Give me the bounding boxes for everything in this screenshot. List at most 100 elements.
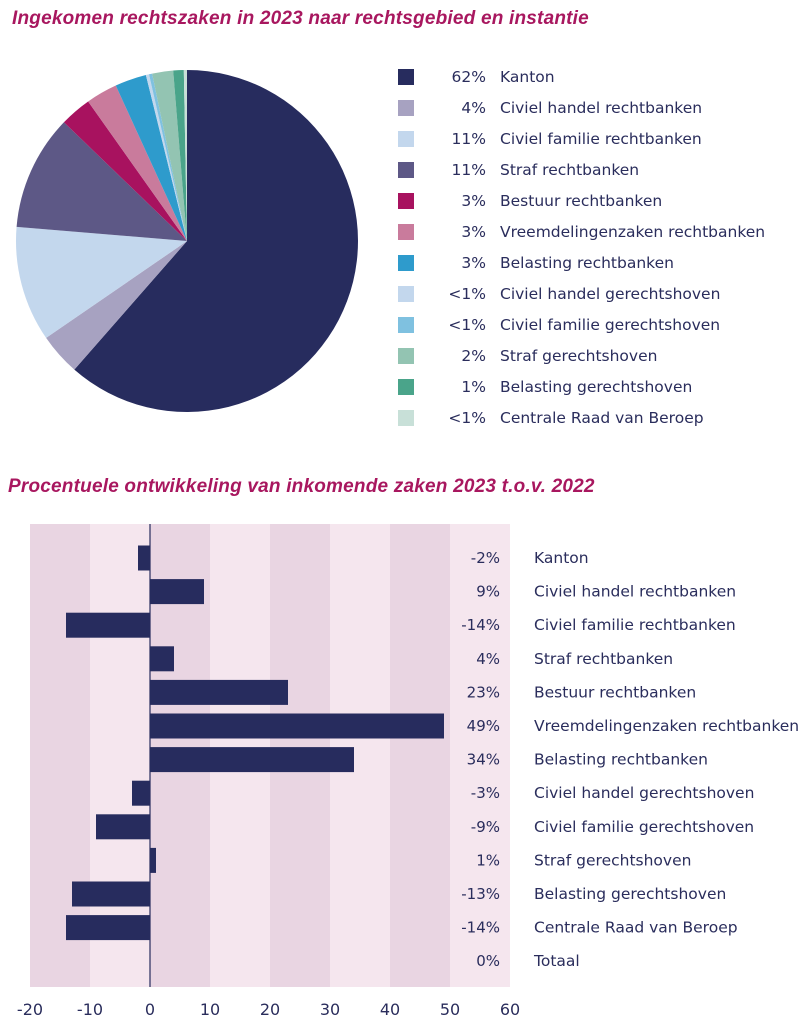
legend-swatch <box>398 316 414 333</box>
legend-swatch <box>398 409 414 426</box>
legend-label: Vreemdelingenzaken rechtbanken <box>500 222 766 241</box>
legend-swatch <box>398 68 414 85</box>
pie-slice <box>63 101 187 241</box>
legend-percentage: 3% <box>461 191 486 210</box>
legend-percentage: 62% <box>451 67 486 86</box>
legend-percentage: <1% <box>448 315 486 334</box>
category-label: Belasting gerechtshoven <box>534 885 726 903</box>
legend-label: Bestuur rechtbanken <box>500 191 663 210</box>
legend-item: 3% Bestuur rechtbanken <box>398 185 662 216</box>
legend-percentage: 3% <box>461 253 486 272</box>
legend-item: 3% Belasting rechtbanken <box>398 247 674 278</box>
category-label: Civiel handel rechtbanken <box>534 583 736 601</box>
bar-value-label: -2% <box>471 549 500 567</box>
pie-slice <box>173 70 187 241</box>
legend-item: <1% Centrale Raad van Beroep <box>398 402 704 433</box>
pie-slice <box>88 85 187 241</box>
bar <box>96 814 150 840</box>
legend-label: Civiel handel rechtbanken <box>500 98 703 117</box>
bar-value-label: -9% <box>471 818 500 836</box>
legend-percentage: 11% <box>451 160 486 179</box>
legend-percentage: 2% <box>461 346 486 365</box>
legend-item: 1% Belasting gerechtshoven <box>398 371 692 402</box>
pie-slice <box>115 75 187 242</box>
bar-value-label: -13% <box>461 885 500 903</box>
pie-slice <box>145 74 187 241</box>
pie-slice <box>183 70 187 241</box>
legend-label: Civiel handel gerechtshoven <box>500 284 721 303</box>
legend-item: 62% Kanton <box>398 61 555 92</box>
bar-value-label: 9% <box>476 583 500 601</box>
legend-label: Centrale Raad van Beroep <box>500 408 704 427</box>
pie-chart-title: Ingekomen rechtszaken in 2023 naar recht… <box>12 8 589 29</box>
bar-value-label: 23% <box>467 683 500 701</box>
x-tick-label: 60 <box>500 1000 520 1019</box>
legend-swatch <box>398 223 414 240</box>
legend-percentage: 11% <box>451 129 486 148</box>
x-tick-label: 30 <box>320 1000 340 1019</box>
legend-percentage: 4% <box>461 98 486 117</box>
category-label: Straf rechtbanken <box>534 650 673 668</box>
bar-chart-title: Procentuele ontwikkeling van inkomende z… <box>8 476 595 497</box>
legend-label: Belasting rechtbanken <box>500 253 674 272</box>
legend-swatch <box>398 285 414 302</box>
bar-value-label: 1% <box>476 851 500 869</box>
legend-swatch <box>398 130 414 147</box>
legend-label: Civiel familie gerechtshoven <box>500 315 721 334</box>
pie-slice <box>152 70 187 242</box>
legend-item: <1% Civiel handel gerechtshoven <box>398 278 720 309</box>
category-label: Civiel familie gerechtshoven <box>534 818 754 836</box>
category-label: Centrale Raad van Beroep <box>534 919 738 937</box>
legend-item: 11% Straf rechtbanken <box>398 154 639 185</box>
bar <box>138 545 150 571</box>
bar <box>150 847 156 873</box>
x-tick-label: 20 <box>260 1000 280 1019</box>
bar <box>150 646 174 672</box>
category-label: Vreemdelingenzaken rechtbanken <box>534 717 799 735</box>
legend-item: 2% Straf gerechtshoven <box>398 340 657 371</box>
bar <box>132 780 150 806</box>
legend-percentage: <1% <box>448 284 486 303</box>
x-tick-label: -20 <box>17 1000 43 1019</box>
legend-swatch <box>398 378 414 395</box>
legend-swatch <box>398 161 414 178</box>
legend-label: Civiel familie rechtbanken <box>500 129 702 148</box>
bar <box>66 612 150 638</box>
bar-value-label: 34% <box>467 751 500 769</box>
legend-swatch <box>398 192 414 209</box>
bar <box>150 579 204 605</box>
legend-percentage: 1% <box>461 377 486 396</box>
bar-chart: -2% Kanton 9% Civiel handel rechtbanken -14%… <box>17 524 799 1019</box>
bar <box>66 915 150 941</box>
pie-slice <box>46 241 187 370</box>
pie-slice <box>16 122 187 241</box>
bar <box>150 747 354 773</box>
category-label: Belasting rechtbanken <box>534 751 708 769</box>
category-label: Straf gerechtshoven <box>534 851 691 869</box>
x-tick-label: 0 <box>145 1000 155 1019</box>
legend-item: 3% Vreemdelingenzaken rechtbanken <box>398 216 765 247</box>
background-band <box>390 524 450 987</box>
pie-chart <box>15 70 358 412</box>
bar <box>72 881 150 907</box>
bar-value-label: 49% <box>467 717 500 735</box>
bar-value-label: -3% <box>471 784 500 802</box>
category-label: Kanton <box>534 549 589 567</box>
bar <box>150 713 444 739</box>
bar-value-label: 0% <box>476 952 500 970</box>
category-label: Civiel handel gerechtshoven <box>534 784 754 802</box>
legend-percentage: 3% <box>461 222 486 241</box>
bar-value-label: -14% <box>461 616 500 634</box>
category-label: Totaal <box>533 952 580 970</box>
category-label: Bestuur rechtbanken <box>534 683 696 701</box>
legend-swatch <box>398 99 414 116</box>
background-band <box>90 524 150 987</box>
pie-slice <box>15 226 187 338</box>
x-tick-label: 40 <box>380 1000 400 1019</box>
legend-item: 4% Civiel handel rechtbanken <box>398 92 702 123</box>
pie-slice <box>148 73 187 242</box>
background-band <box>30 524 90 987</box>
bar-value-label: 4% <box>476 650 500 668</box>
x-tick-label: 10 <box>200 1000 220 1019</box>
category-label: Civiel familie rechtbanken <box>534 616 736 634</box>
